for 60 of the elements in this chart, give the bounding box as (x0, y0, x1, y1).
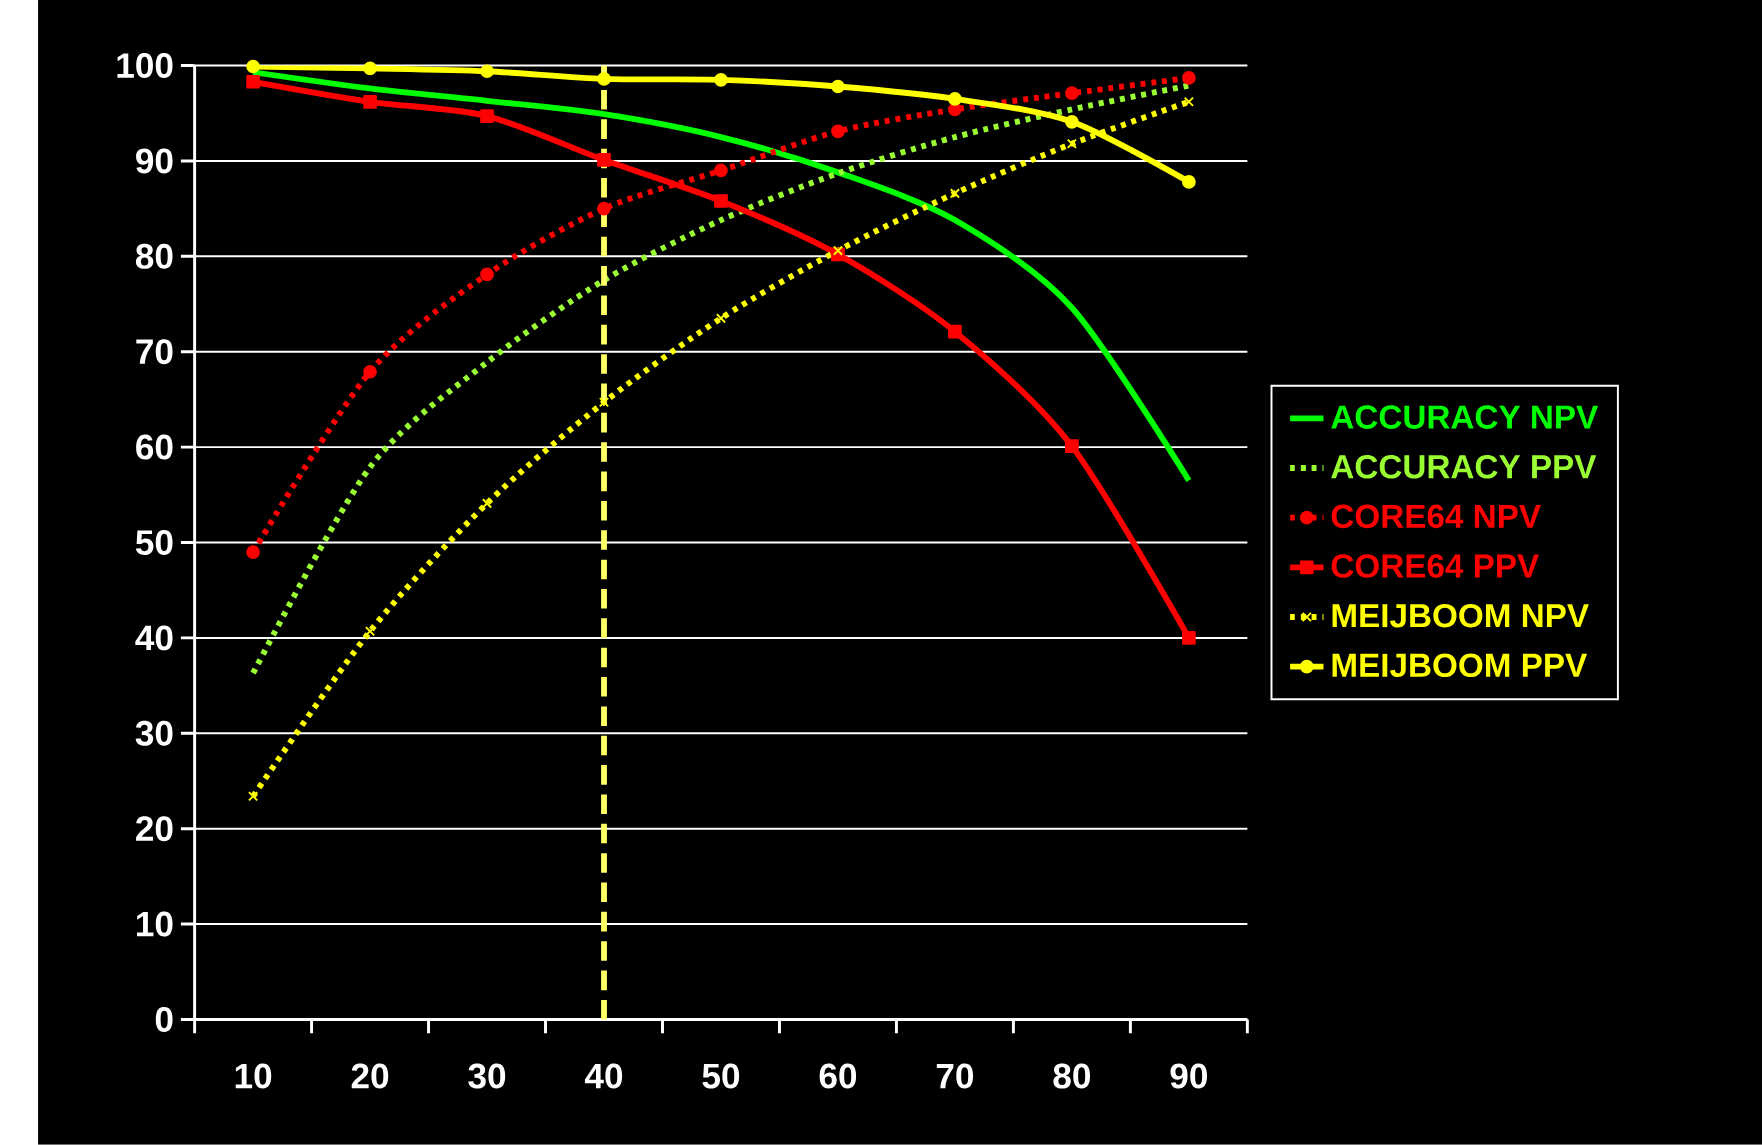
point (597, 153, 611, 167)
point (246, 59, 260, 74)
point (949, 188, 961, 199)
point (481, 498, 493, 509)
point (246, 75, 260, 89)
y-tick-label: 80 (135, 243, 173, 269)
legend-label: CORE64 NPV (1331, 504, 1541, 529)
point (363, 61, 377, 76)
legend-label: MEIJBOOM PPV (1332, 653, 1588, 678)
point (246, 545, 260, 560)
legend-label: ACCURACY PPV (1331, 455, 1597, 479)
point (831, 79, 845, 94)
x-tick-label: 10 (235, 1063, 272, 1089)
point (1066, 138, 1078, 150)
x-tick-label: 60 (819, 1063, 857, 1089)
point (480, 267, 494, 282)
x-tick-label: 40 (584, 1063, 623, 1089)
y-tick-label: 60 (136, 434, 173, 460)
point (597, 72, 611, 86)
y-tick-label: 0 (155, 1007, 173, 1033)
point (714, 163, 728, 178)
legend-label: ACCURACY NPV (1331, 405, 1599, 430)
point (363, 365, 377, 379)
y-tick-label: 30 (135, 720, 173, 746)
point (1182, 631, 1196, 645)
legend-label: CORE64 PPV (1331, 554, 1539, 578)
point (1065, 115, 1079, 129)
point (948, 92, 962, 106)
point (247, 791, 259, 802)
point (714, 194, 728, 208)
point (597, 201, 611, 216)
y-tick-label: 40 (135, 625, 173, 651)
y-tick-label: 50 (135, 530, 173, 556)
y-tick-label: 90 (136, 148, 173, 174)
y-tick-label: 100 (117, 53, 173, 79)
x-tick-label: 80 (1053, 1063, 1091, 1089)
point (1183, 96, 1194, 108)
point (715, 313, 727, 324)
y-tick-label: 10 (137, 911, 173, 937)
x-tick-label: 20 (351, 1063, 389, 1089)
x-tick-label: 90 (1170, 1063, 1207, 1089)
x-tick-label: 50 (702, 1063, 740, 1089)
point (363, 95, 377, 109)
point (1065, 86, 1079, 101)
point (1065, 439, 1079, 454)
point (831, 124, 845, 139)
point (948, 324, 962, 339)
point (598, 397, 610, 408)
point (480, 64, 494, 79)
point (1182, 175, 1196, 189)
legend-label: MEIJBOOM NPV (1332, 604, 1589, 628)
point (364, 626, 376, 637)
x-tick-label: 70 (936, 1063, 974, 1089)
point (832, 245, 844, 256)
point (480, 109, 494, 124)
point (714, 73, 728, 87)
y-tick-label: 70 (136, 339, 173, 365)
y-tick-label: 20 (136, 816, 173, 842)
point (1182, 71, 1196, 85)
x-tick-label: 30 (468, 1063, 506, 1089)
